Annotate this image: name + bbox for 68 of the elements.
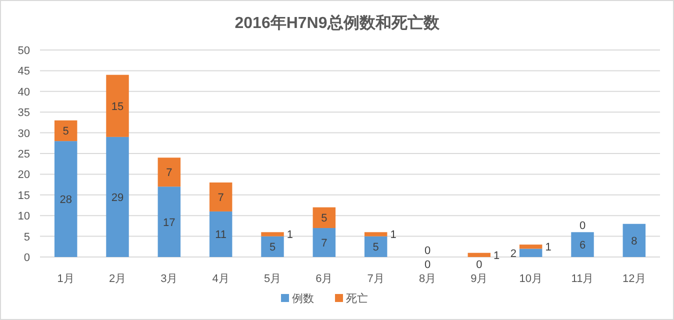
data-label: 0 <box>476 259 482 271</box>
bar <box>571 232 594 257</box>
data-label: 5 <box>269 242 276 254</box>
y-tick-label: 35 <box>18 107 30 120</box>
y-tick-label: 50 <box>18 45 30 57</box>
data-label: 7 <box>321 238 328 250</box>
data-label: 5 <box>62 126 69 138</box>
data-label: 1 <box>494 250 500 262</box>
x-tick-label: 9月 <box>470 273 488 285</box>
y-tick-label: 15 <box>18 190 30 202</box>
x-tick-label: 3月 <box>160 273 178 285</box>
bar <box>519 244 542 249</box>
bar <box>622 224 646 257</box>
bar <box>312 207 336 228</box>
bar <box>364 232 388 236</box>
y-tick-label: 20 <box>18 169 30 182</box>
x-tick-label: 11月 <box>571 273 594 285</box>
data-label: 17 <box>163 216 176 229</box>
data-label: 5 <box>372 242 379 254</box>
data-label: 29 <box>111 192 124 204</box>
bar <box>364 236 388 257</box>
data-label: 5 <box>321 212 328 225</box>
data-label: 0 <box>579 220 586 232</box>
y-tick-label: 25 <box>18 148 30 160</box>
x-tick-label: 7月 <box>367 273 384 285</box>
data-label: 7 <box>218 192 224 204</box>
x-tick-label: 8月 <box>418 273 436 285</box>
data-label: 15 <box>111 100 124 113</box>
chart-title: 2016年H7N9总例数和死亡数 <box>234 13 440 32</box>
x-tick-label: 6月 <box>316 273 333 285</box>
data-label: 1 <box>286 229 293 242</box>
data-label: 28 <box>60 194 72 206</box>
legend-label: 死亡 <box>346 292 368 305</box>
bar <box>209 182 232 212</box>
bar <box>261 236 284 257</box>
data-label: 8 <box>631 235 638 248</box>
bar <box>209 211 232 257</box>
data-label: 2 <box>510 248 516 260</box>
y-tick-label: 0 <box>24 252 30 264</box>
x-tick-label: 12月 <box>622 273 646 285</box>
bar <box>158 186 181 257</box>
x-tick-label: 4月 <box>212 273 230 285</box>
bar <box>158 158 181 187</box>
y-tick-label: 40 <box>18 86 30 98</box>
bar <box>261 232 284 236</box>
data-label: 1 <box>545 242 552 254</box>
bar <box>468 252 491 257</box>
data-label: 1 <box>390 229 396 242</box>
bar <box>312 228 336 257</box>
x-tick-label: 5月 <box>264 273 282 285</box>
bar <box>54 120 78 142</box>
y-tick-label: 45 <box>18 66 30 78</box>
data-label: 0 <box>424 245 431 257</box>
x-tick-label: 1月 <box>57 273 74 285</box>
data-label: 0 <box>424 259 431 271</box>
x-tick-label: 2月 <box>108 273 126 285</box>
y-tick-label: 10 <box>18 210 30 223</box>
bar <box>106 74 129 137</box>
bar <box>54 141 78 257</box>
y-tick-label: 5 <box>24 231 30 244</box>
legend-label: 例数 <box>292 293 314 305</box>
bar <box>519 248 542 257</box>
data-label: 11 <box>215 229 227 242</box>
bar <box>106 136 129 257</box>
y-tick-label: 30 <box>18 128 30 140</box>
x-tick-label: 10月 <box>519 273 542 285</box>
data-label: 7 <box>166 167 172 180</box>
data-label: 6 <box>579 240 586 252</box>
